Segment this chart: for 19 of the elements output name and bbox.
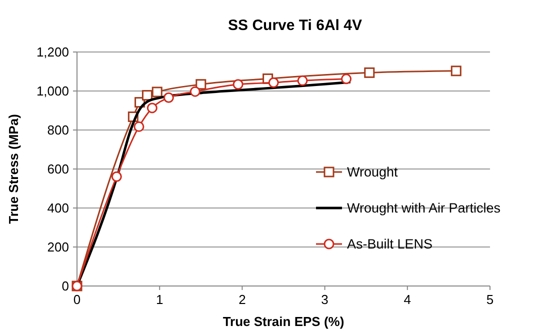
y-axis-title: True Stress (MPa): [6, 114, 21, 224]
y-tick-label: 1,000: [36, 84, 69, 99]
x-tick-label: 0: [73, 292, 81, 307]
x-tick-label: 4: [404, 292, 412, 307]
chart-title: SS Curve Ti 6Al 4V: [228, 17, 362, 34]
y-tick-label: 0: [62, 278, 69, 294]
x-tick-label: 1: [156, 292, 164, 307]
legend-label: Wrought: [347, 164, 398, 180]
y-tick-label: 1,200: [36, 44, 69, 60]
x-tick-label: 5: [486, 292, 494, 307]
legend-label: As-Built LENS: [347, 236, 433, 252]
y-tick-label: 800: [47, 122, 69, 138]
x-tick-label: 3: [321, 292, 328, 307]
x-axis-title: True Strain EPS (%): [222, 314, 344, 329]
y-tick-label: 400: [47, 200, 69, 216]
x-tick-label: 2: [238, 292, 246, 307]
legend-label: Wrought with Air Particles: [347, 200, 501, 216]
y-tick-label: 200: [47, 240, 69, 255]
y-tick-label: 600: [47, 162, 69, 177]
